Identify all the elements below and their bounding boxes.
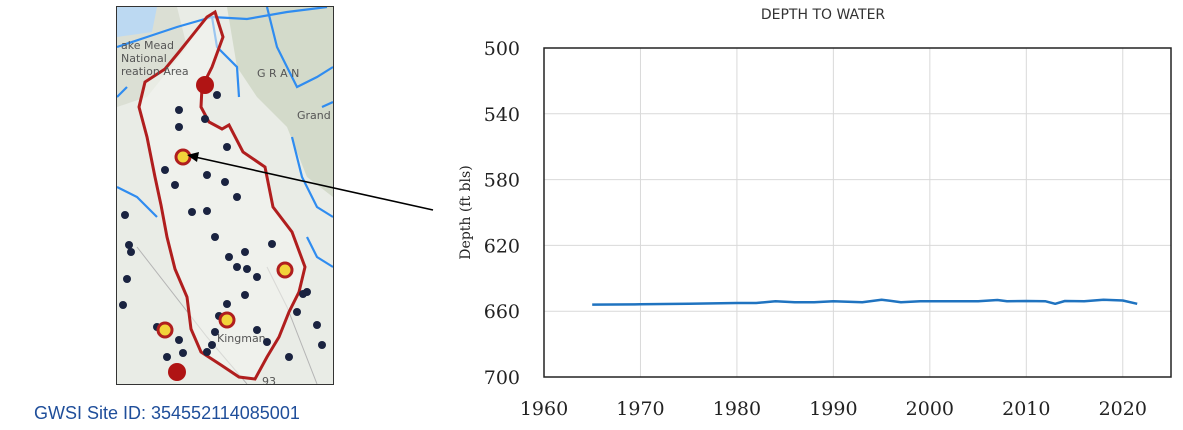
highlight-wells — [156, 148, 294, 339]
y-tick-label: 660 — [484, 301, 520, 323]
x-tick-label: 1980 — [713, 398, 761, 420]
depth-series-line — [592, 298, 1138, 306]
plot-frame — [543, 47, 1172, 378]
x-tick-label: 2020 — [1099, 398, 1147, 420]
y-tick-labels: 500 540 580 620 660 700 — [484, 38, 520, 389]
map-label-grand: G R A N — [257, 67, 299, 80]
red-marker-north — [196, 76, 214, 94]
basin-map: ake Mead National reation Area G R A N G… — [117, 7, 333, 384]
map-label-lake-mead-1: ake Mead — [121, 39, 174, 52]
basin-outline — [137, 9, 307, 381]
x-tick-labels: 1960 1970 1980 1990 2000 2010 2020 — [520, 398, 1147, 420]
y-tick-label: 500 — [484, 38, 520, 60]
x-tick-label: 1960 — [520, 398, 568, 420]
lake-mead-water — [117, 7, 157, 37]
site-id-label: GWSI Site ID: 354552114085001 — [34, 403, 300, 423]
map-label-grand2: Grand — [297, 109, 331, 122]
well-points — [119, 91, 326, 361]
x-tick-label: 1970 — [616, 398, 664, 420]
map-label-kingman: Kingman — [217, 332, 266, 345]
y-tick-label: 580 — [484, 170, 520, 192]
map-label-lake-mead-3: reation Area — [121, 65, 189, 78]
map-label-lake-mead-2: National — [121, 52, 167, 65]
y-tick-label: 620 — [484, 235, 520, 257]
y-tick-label: 700 — [484, 367, 520, 389]
y-tick-label: 540 — [484, 104, 520, 126]
series-layer — [592, 298, 1138, 306]
connector-arrow — [187, 152, 434, 211]
x-tick-label: 1990 — [809, 398, 857, 420]
chart-title: DEPTH TO WATER — [761, 7, 886, 23]
map-label-road: 93 — [262, 375, 276, 384]
x-tick-label: 2000 — [906, 398, 954, 420]
map-panel: ake Mead National reation Area G R A N G… — [116, 6, 334, 385]
terrain-upland — [227, 7, 333, 197]
red-marker-south — [168, 363, 186, 381]
x-tick-label: 2010 — [1002, 398, 1050, 420]
y-axis-label: Depth (ft bls) — [458, 165, 474, 259]
grid-lines — [543, 47, 1171, 378]
